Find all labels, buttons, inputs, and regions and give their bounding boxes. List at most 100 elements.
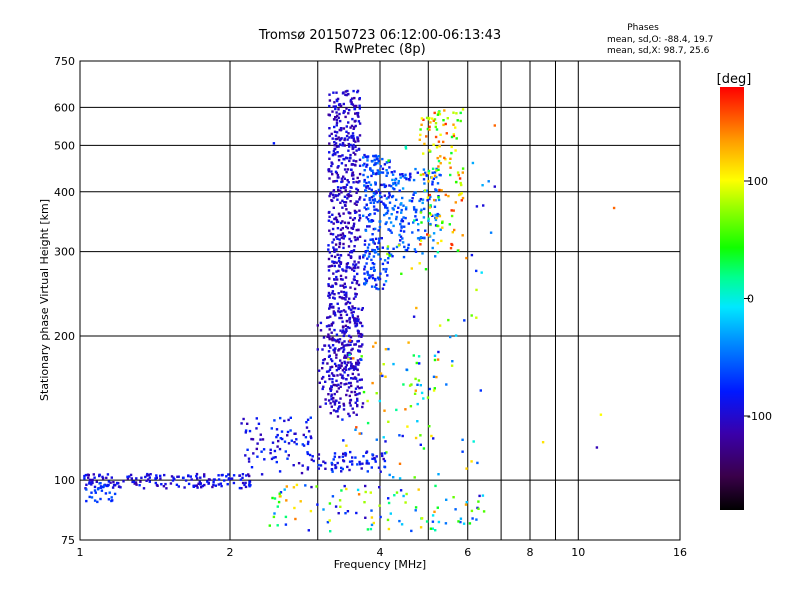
data-point: [393, 188, 396, 191]
data-point: [348, 394, 351, 398]
data-point: [331, 193, 335, 196]
data-point: [440, 189, 443, 192]
data-point: [453, 228, 456, 232]
data-point: [349, 308, 353, 311]
data-point: [374, 183, 377, 186]
data-point: [333, 217, 337, 220]
data-point: [345, 302, 348, 305]
data-point: [107, 480, 111, 483]
colorbar-tick-label: 0: [747, 293, 754, 306]
data-point: [379, 220, 382, 223]
data-point: [377, 278, 381, 281]
data-point: [332, 196, 335, 199]
data-point: [95, 480, 98, 483]
data-point: [345, 487, 348, 491]
data-point: [395, 184, 398, 187]
data-point: [342, 290, 346, 294]
data-point: [340, 236, 343, 239]
data-point: [352, 177, 355, 180]
data-point: [479, 389, 482, 392]
data-point: [356, 136, 359, 139]
data-point: [398, 477, 402, 480]
data-point: [309, 509, 313, 513]
data-point: [366, 163, 369, 166]
data-point: [339, 274, 343, 278]
data-point: [340, 310, 343, 313]
data-point: [384, 440, 387, 443]
data-point: [387, 228, 390, 231]
data-point: [371, 457, 374, 460]
data-point: [333, 293, 336, 296]
data-point: [355, 426, 358, 429]
data-point: [339, 233, 342, 237]
data-point: [372, 521, 375, 525]
data-point: [433, 118, 437, 121]
data-point: [399, 176, 402, 179]
data-point: [329, 389, 332, 392]
data-point: [289, 416, 292, 419]
data-point: [394, 181, 397, 185]
data-point: [232, 481, 236, 485]
data-point: [356, 89, 360, 93]
data-point: [364, 281, 368, 285]
x-tick-label: 2: [227, 546, 234, 559]
data-point: [437, 196, 440, 199]
data-point: [436, 224, 439, 228]
data-point: [342, 286, 346, 289]
data-point: [345, 293, 348, 297]
data-point: [382, 436, 385, 439]
data-point: [315, 485, 318, 488]
data-point: [316, 348, 319, 351]
data-point: [445, 132, 448, 135]
data-point: [422, 216, 426, 219]
data-point: [356, 90, 359, 94]
data-point: [357, 335, 361, 338]
data-point: [345, 364, 348, 367]
data-point: [322, 460, 325, 463]
x-tick-label: 16: [673, 546, 687, 559]
data-point: [327, 168, 331, 171]
data-point: [350, 136, 354, 139]
data-point: [363, 184, 366, 187]
data-point: [436, 113, 440, 116]
data-point: [337, 212, 341, 215]
data-point: [379, 372, 383, 375]
data-point: [393, 170, 396, 173]
data-point: [340, 162, 344, 165]
data-point: [327, 257, 331, 261]
data-point: [439, 155, 442, 158]
data-point: [346, 157, 349, 160]
data-point: [334, 107, 337, 111]
data-point: [342, 234, 345, 237]
data-point: [398, 519, 401, 523]
data-point: [292, 486, 296, 489]
data-point: [350, 377, 353, 380]
data-point: [459, 181, 462, 185]
data-point: [322, 359, 325, 362]
data-point: [355, 200, 358, 203]
data-point: [261, 438, 265, 441]
data-point: [381, 167, 385, 170]
x-tick-label: 1: [77, 546, 84, 559]
data-point: [347, 211, 350, 214]
data-point: [389, 229, 392, 232]
data-point: [359, 332, 362, 336]
data-point: [335, 248, 338, 251]
data-point: [341, 343, 344, 346]
data-point: [428, 387, 431, 391]
data-point: [343, 367, 346, 370]
data-point: [273, 497, 277, 500]
data-point: [356, 359, 360, 362]
data-point: [470, 253, 474, 257]
data-point: [409, 172, 412, 175]
data-point: [398, 189, 401, 192]
data-point: [369, 167, 372, 170]
data-point: [397, 182, 400, 185]
data-point: [276, 433, 279, 437]
data-point: [402, 204, 405, 207]
data-point: [336, 461, 339, 465]
data-point: [347, 112, 350, 115]
data-point: [356, 463, 359, 466]
data-point: [338, 295, 341, 299]
data-point: [428, 149, 431, 152]
